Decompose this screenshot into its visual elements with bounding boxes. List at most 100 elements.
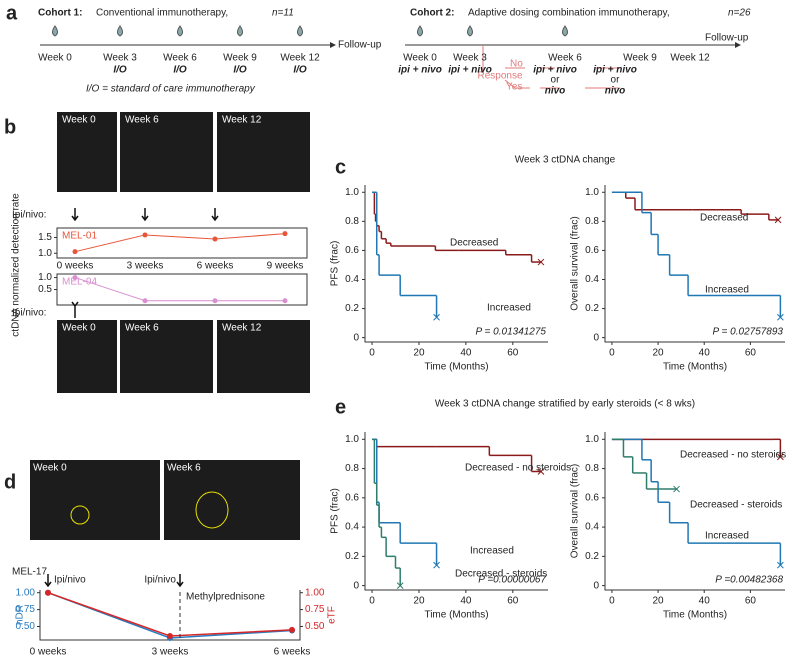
x-tick-label: 20	[413, 348, 425, 359]
x-tick-label: 0	[369, 596, 375, 607]
x-tick-label: 40	[699, 596, 711, 607]
cohort-subtitle: Conventional immunotherapy,	[96, 8, 228, 19]
x-tick-label: 6 weeks	[274, 647, 311, 658]
axes	[364, 432, 548, 591]
drop-icon	[52, 25, 58, 37]
week-label: Week 6	[548, 53, 582, 64]
treatment: I/O	[113, 65, 127, 76]
censor-mark	[777, 313, 784, 321]
x-tick-label: 6 weeks	[197, 261, 234, 272]
y-tick-label: 0.4	[345, 274, 359, 285]
x-axis-label: Time (Months)	[663, 362, 727, 373]
y-tick-label: 1.0	[345, 434, 359, 445]
ct-image	[120, 320, 213, 393]
censor-mark	[537, 258, 545, 266]
y-tick-label: 0	[593, 580, 599, 591]
series-label: Decreased - no steroids	[465, 463, 571, 474]
drop-icon	[297, 25, 303, 37]
image-label: Week 0	[33, 463, 67, 474]
or: or	[551, 75, 561, 86]
y-axis-label: Overall survival (frac)	[570, 464, 581, 558]
treatment: ipi + nivo	[533, 65, 577, 76]
panel-title: Week 3 ctDNA change	[515, 155, 616, 166]
y-tick-label: 0.6	[345, 245, 359, 256]
arrow-head	[735, 42, 741, 48]
y-tick-label: 0.2	[345, 551, 359, 562]
x-tick-label: 0 weeks	[30, 647, 67, 658]
y-tick-label: 0.6	[585, 245, 599, 256]
x-tick-label: 0	[609, 596, 615, 607]
axes	[604, 432, 785, 591]
image-label: Week 0	[62, 115, 96, 126]
x-tick-label: 3 weeks	[127, 261, 164, 272]
panel-label: e	[335, 396, 346, 418]
series-label: Decreased	[450, 238, 498, 249]
y2-tick-label: 0.50	[305, 621, 325, 632]
y-axis-label: PFS (frac)	[330, 241, 341, 287]
y-tick-label: 0.4	[585, 522, 599, 533]
y-tick-label: 0.6	[585, 492, 599, 503]
x-tick-label: 40	[460, 596, 472, 607]
x-axis-label: Time (Months)	[663, 610, 727, 621]
y-tick-label: 1.5	[38, 232, 52, 243]
arrow	[141, 208, 149, 222]
plot-frame	[56, 227, 308, 259]
treatment: ipi + nivo	[398, 65, 442, 76]
ct-image	[57, 320, 117, 393]
x-tick-label: 20	[653, 596, 665, 607]
week-label: Week 12	[280, 53, 320, 64]
series-line	[47, 591, 293, 637]
x-tick-label: 40	[699, 348, 711, 359]
x-tick-label: 60	[507, 348, 519, 359]
drop-icon	[467, 25, 473, 37]
note: I/O = standard of care immunotherapy	[86, 84, 256, 95]
drop-icon	[117, 25, 123, 37]
image-label: Week 12	[222, 115, 262, 126]
y-tick-label: 0.2	[585, 551, 599, 562]
treatment: nivo	[605, 86, 626, 97]
x-tick-label: 60	[507, 596, 519, 607]
x-tick-label: 40	[460, 348, 472, 359]
ct-image	[217, 320, 310, 393]
image-label: Week 6	[125, 115, 159, 126]
annotation: Methylprednisone	[186, 592, 265, 603]
patient-id: MEL-17	[12, 567, 47, 578]
arrow	[44, 574, 52, 588]
week-label: Week 0	[38, 53, 72, 64]
image-label: Week 6	[167, 463, 201, 474]
panel-label: d	[4, 471, 16, 493]
arrow-head	[330, 42, 336, 48]
week-label: Week 0	[403, 53, 437, 64]
panel-title: Week 3 ctDNA change stratified by early …	[435, 399, 695, 410]
treatment: I/O	[293, 65, 307, 76]
censor-mark	[433, 561, 440, 569]
series-label: Decreased - steroids	[455, 569, 547, 580]
y2-axis-label: eTF	[327, 606, 338, 624]
x-axis-label: Time (Months)	[424, 362, 488, 373]
ct-image	[57, 112, 117, 192]
series-label: Increased	[470, 546, 514, 557]
p-value: P =0.00482368	[715, 575, 783, 586]
annotation: Ipi/nivo	[144, 575, 176, 586]
or: or	[611, 75, 621, 86]
cohort-n: n=11	[272, 8, 294, 19]
drop-icon	[237, 25, 243, 37]
week-label: Week 12	[670, 53, 710, 64]
annotation: Ipi/nivo	[54, 575, 86, 586]
cohort-title: Cohort 2:	[410, 8, 454, 19]
follow-up: Follow-up	[338, 40, 382, 51]
treatment: I/O	[173, 65, 187, 76]
y-tick-label: 0.5	[38, 284, 52, 295]
y-tick-label: 0.4	[345, 522, 359, 533]
censor-mark	[777, 561, 784, 569]
axes	[604, 185, 785, 343]
panel-label: c	[335, 156, 346, 178]
branch-yes: Yes	[506, 82, 522, 93]
y-tick-label: 0.50	[16, 621, 36, 632]
y-tick-label: 1.0	[585, 187, 599, 198]
y2-tick-label: 1.00	[305, 587, 325, 598]
censor-mark	[537, 468, 545, 475]
axes	[364, 185, 548, 343]
